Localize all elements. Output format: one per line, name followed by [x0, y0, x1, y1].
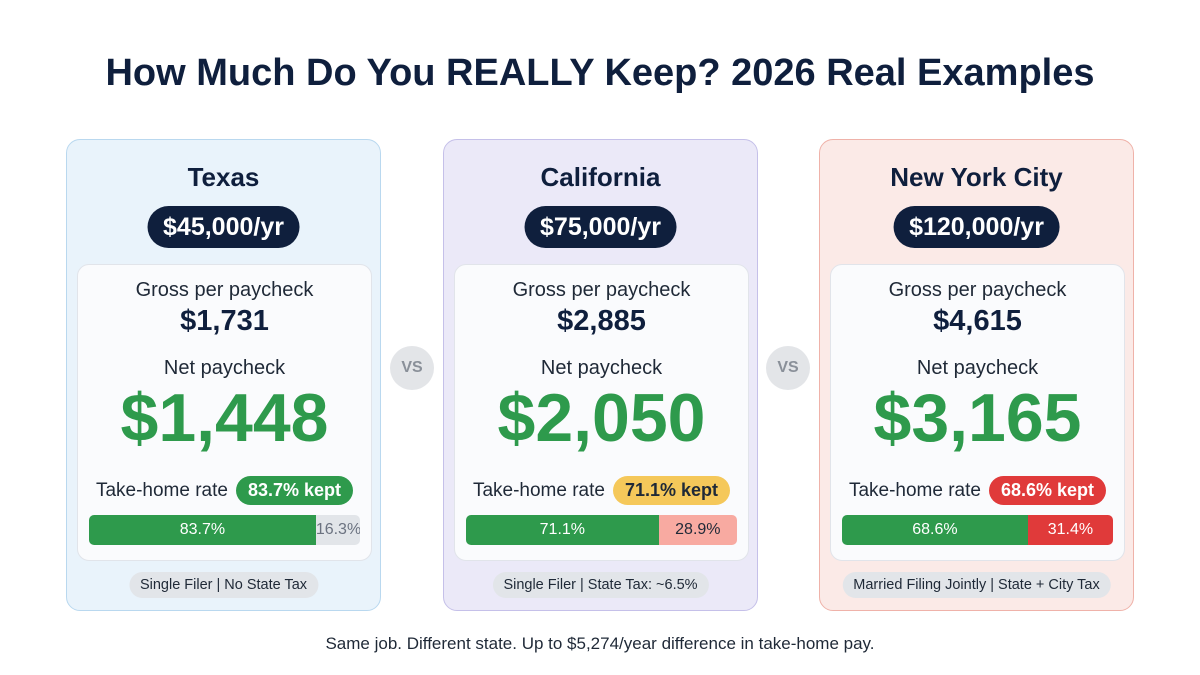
paycheck-box: Gross per paycheck $4,615 Net paycheck $3,1… [830, 264, 1125, 561]
rate-label: Take-home rate [848, 479, 981, 501]
gross-value: $1,731 [180, 305, 269, 337]
title: How Much Do You REALLY Keep? 2026 Real E… [105, 52, 1095, 94]
filing-note: Married Filing Jointly | State + City Ta… [842, 572, 1111, 598]
tax-segment: 31.4% [1027, 515, 1113, 545]
salary-pill: $75,000/yr [524, 206, 677, 248]
net-value: $1,448 [120, 380, 329, 456]
net-value: $3,165 [873, 380, 1082, 456]
state-name: California [540, 162, 661, 192]
gross-label: Gross per paycheck [888, 279, 1067, 301]
rate-label: Take-home rate [95, 479, 228, 501]
paycheck-box: Gross per paycheck $1,731 Net paycheck $1,4… [77, 264, 372, 561]
rate-badge: 71.1% kept [612, 476, 731, 505]
net-label: Net paycheck [916, 357, 1039, 379]
rate-badge: 83.7% kept [235, 476, 354, 505]
kept-segment: 68.6% [842, 515, 1028, 545]
filing-note: Single Filer | State Tax: ~6.5% [492, 572, 709, 598]
net-label: Net paycheck [540, 357, 663, 379]
rate-label: Take-home rate [472, 479, 605, 501]
vs-badge: VS [390, 346, 434, 390]
gross-label: Gross per paycheck [135, 279, 314, 301]
gross-value: $4,615 [933, 305, 1022, 337]
salary-pill: $120,000/yr [893, 206, 1060, 248]
tax-segment: 28.9% [658, 515, 737, 545]
rate-row: Take-home rate 83.7% kept [78, 476, 371, 505]
kept-segment: 83.7% [89, 515, 316, 545]
state-name: New York City [890, 162, 1063, 192]
net-label: Net paycheck [163, 357, 286, 379]
rate-badge: 68.6% kept [988, 476, 1107, 505]
gross-label: Gross per paycheck [512, 279, 691, 301]
rate-row: Take-home rate 68.6% kept [831, 476, 1124, 505]
tax-segment: 16.3% [315, 515, 360, 545]
kept-segment: 71.1% [466, 515, 659, 545]
vs-badge: VS [766, 346, 810, 390]
filing-note: Single Filer | No State Tax [128, 572, 319, 598]
card: California $75,000/yr Gross per paycheck $2… [443, 139, 758, 611]
paycheck-box: Gross per paycheck $2,885 Net paycheck $2,0… [454, 264, 749, 561]
card: New York City $120,000/yr Gross per payche… [819, 139, 1134, 611]
gross-value: $2,885 [557, 305, 646, 337]
net-value: $2,050 [497, 380, 706, 456]
footer: Same job. Different state. Up to $5,274/… [325, 634, 875, 653]
salary-pill: $45,000/yr [147, 206, 300, 248]
card: Texas $45,000/yr Gross per paycheck $1,731 N… [66, 139, 381, 611]
rate-row: Take-home rate 71.1% kept [455, 476, 748, 505]
state-name: Texas [187, 162, 260, 192]
